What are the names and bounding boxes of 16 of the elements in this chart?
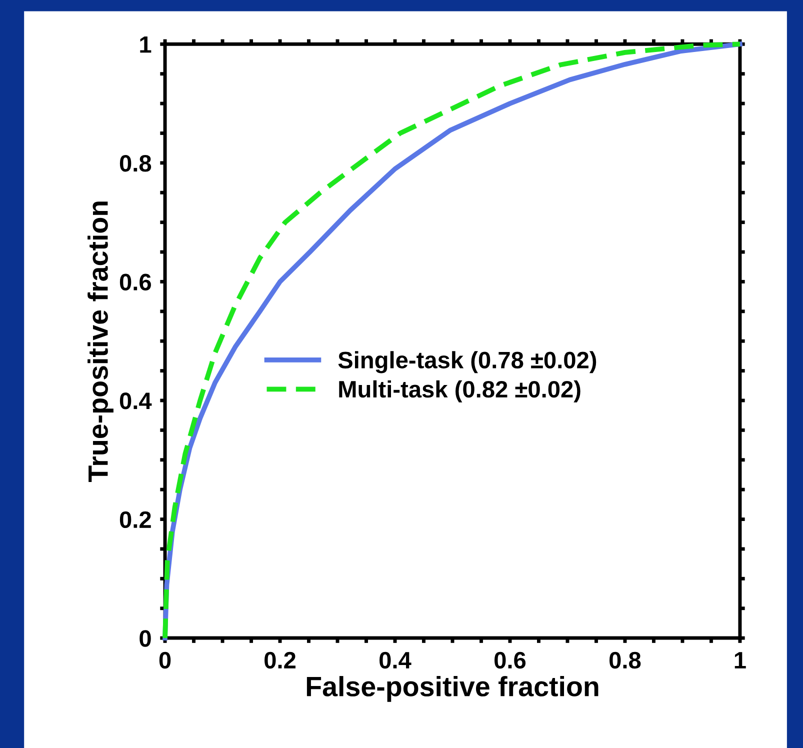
y-tick-label: 0.8 [120, 154, 152, 172]
x-tick-label: 0.6 [494, 652, 526, 669]
y-tick-label: 0.6 [120, 274, 151, 290]
y-tick-label: 0.2 [120, 511, 151, 528]
legend-label: Single-task (0.78 ±0.02) [338, 351, 596, 374]
x-tick-label: 0 [159, 652, 171, 669]
y-tick-label: 0 [140, 630, 151, 647]
y-axis-title: True-positive fraction [88, 202, 114, 482]
x-tick-label: 1 [734, 652, 746, 668]
x-axis-title: False-positive fraction [306, 676, 598, 702]
legend-label: Multi-task (0.82 ±0.02) [339, 380, 580, 402]
x-tick-label: 0.2 [264, 652, 296, 669]
y-tick-label: 1 [140, 36, 152, 53]
y-tick-label: 0.4 [120, 392, 152, 410]
x-tick-label: 0.4 [380, 652, 412, 669]
x-tick-label: 0.8 [610, 652, 641, 669]
